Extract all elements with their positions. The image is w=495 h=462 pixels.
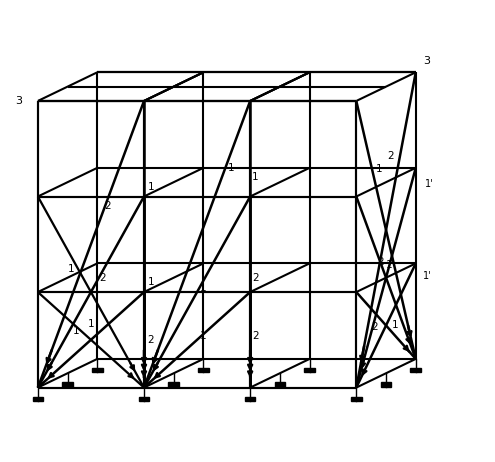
Text: 1: 1 (200, 330, 207, 340)
Text: 3: 3 (15, 96, 22, 106)
Bar (62, 383, 73, 387)
Text: 2: 2 (377, 257, 384, 267)
Bar (198, 368, 209, 372)
Text: 1: 1 (73, 326, 79, 336)
Text: 1: 1 (67, 264, 74, 274)
Bar (351, 397, 362, 401)
Text: 1: 1 (148, 182, 155, 192)
Text: 1: 1 (88, 319, 94, 329)
Text: 1: 1 (148, 278, 155, 287)
Text: 2: 2 (387, 152, 394, 161)
Text: 1': 1' (423, 271, 432, 281)
Text: 2: 2 (252, 273, 259, 283)
Text: 2: 2 (104, 201, 111, 211)
Bar (168, 383, 179, 387)
Text: 3: 3 (423, 56, 430, 66)
Text: 1: 1 (228, 164, 234, 173)
Text: 1: 1 (376, 164, 383, 174)
Bar (275, 383, 285, 387)
Text: 1: 1 (392, 320, 398, 329)
Bar (139, 397, 149, 401)
Text: 1: 1 (200, 283, 207, 293)
Text: 2: 2 (252, 330, 259, 340)
Bar (33, 397, 43, 401)
Bar (410, 368, 421, 372)
Text: 2: 2 (371, 322, 378, 333)
Text: 1: 1 (386, 261, 393, 270)
Text: 2: 2 (99, 273, 106, 283)
Bar (381, 383, 392, 387)
Text: 1': 1' (425, 179, 434, 189)
Bar (245, 397, 255, 401)
Bar (304, 368, 315, 372)
Text: 2: 2 (147, 335, 153, 345)
Text: 1: 1 (252, 172, 259, 182)
Bar (92, 368, 102, 372)
